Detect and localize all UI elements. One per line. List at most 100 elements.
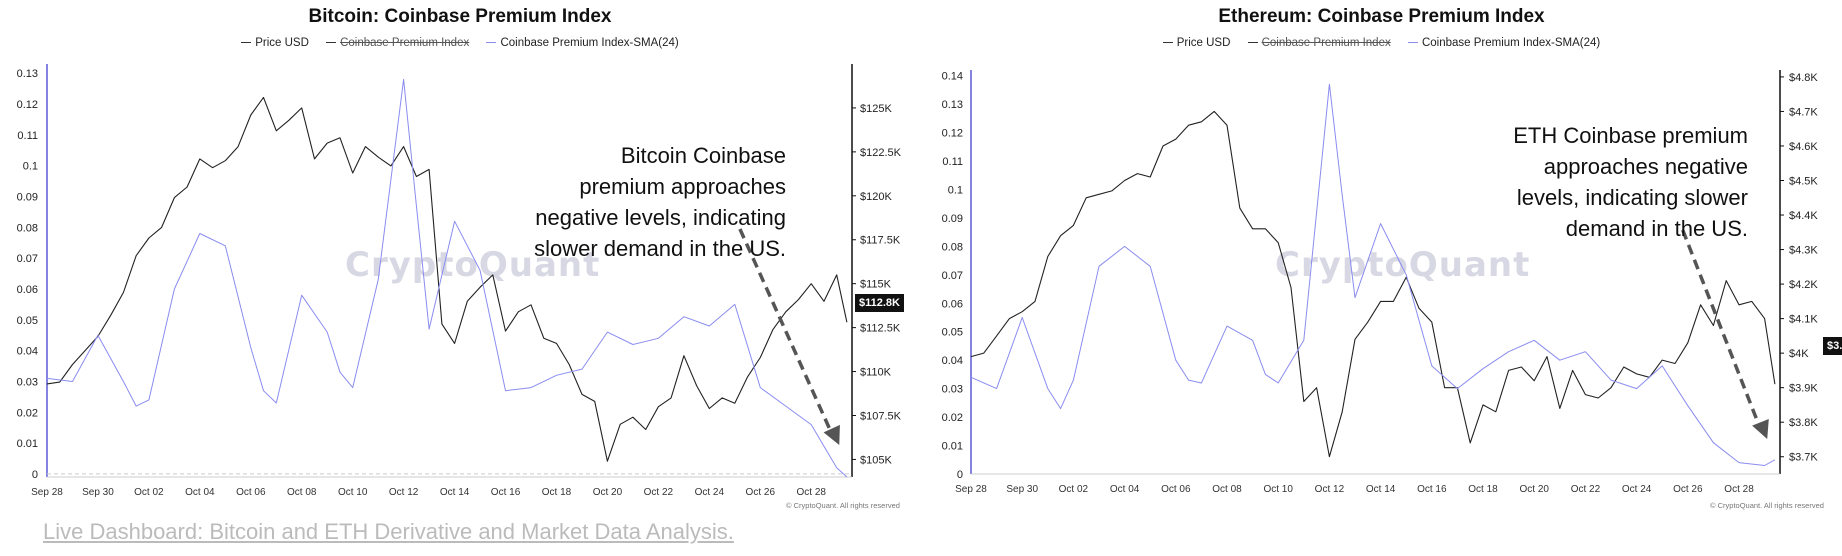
y-left-tick-label: 0.08 <box>17 222 38 234</box>
y-right-tick-label: $125K <box>860 103 892 115</box>
x-tick-label: Oct 12 <box>1315 484 1345 495</box>
y-left-tick-label: 0.04 <box>17 346 38 358</box>
x-tick-label: Oct 20 <box>1519 484 1549 495</box>
y-right-tick-label: $4.3K <box>1789 245 1818 257</box>
trend-arrow-line <box>1681 229 1763 432</box>
legend-label-sma: Coinbase Premium Index-SMA(24) <box>500 37 679 49</box>
x-tick-label: Oct 16 <box>1417 484 1447 495</box>
y-right-tick-label: $107.5K <box>860 410 902 422</box>
x-tick-label: Oct 02 <box>134 487 164 498</box>
x-tick-label: Oct 18 <box>1468 484 1498 495</box>
chart-title: Ethereum: Coinbase Premium Index <box>1218 6 1545 27</box>
x-tick-label: Oct 08 <box>1212 484 1242 495</box>
eth-chart-svg: 0 0.01 0.02 0.03 0.04 0.05 0.06 0.07 0.08 0.09 0.1… <box>942 70 1818 495</box>
btc-annotation: Bitcoin Coinbase premium approaches nega… <box>534 140 786 264</box>
eth-chart-panel: Ethereum: Coinbase Premium Index Price U… <box>921 0 1842 520</box>
copyright: © CryptoQuant. All rights reserved <box>1710 501 1824 510</box>
y-left-tick-label: 0.02 <box>17 407 38 419</box>
annotation-line: levels, indicating slower <box>1516 185 1748 210</box>
y-right-tick-label: $4K <box>1789 348 1809 360</box>
x-tick-label: Oct 10 <box>338 487 368 498</box>
y-left-tick-label: 0.13 <box>942 99 963 111</box>
price-usd-line <box>970 110 1776 458</box>
y-left-tick-label: 0.13 <box>17 68 38 80</box>
legend-item-price[interactable]: Price USD <box>241 37 309 49</box>
y-right-tick-label: $4.5K <box>1789 175 1818 187</box>
x-tick-label: Oct 22 <box>1571 484 1601 495</box>
y-left-tick-label: 0.01 <box>17 438 38 450</box>
y-left-tick-label: 0.14 <box>942 71 963 83</box>
btc-chart-svg: 0 0.01 0.02 0.03 0.04 0.05 0.06 0.07 0.08 0.09 0.1… <box>17 64 902 498</box>
x-tick-label: Sep 30 <box>1006 484 1038 495</box>
y-right-tick-label: $120K <box>860 191 892 203</box>
current-price-tag: $3.9K <box>1823 337 1842 355</box>
annotation-line: demand in the US. <box>1565 216 1748 241</box>
y-left-tick-label: 0.05 <box>17 315 38 327</box>
x-tick-label: Oct 14 <box>440 487 470 498</box>
y-left-tick-label: 0.11 <box>942 156 963 168</box>
y-right-tick-label: $4.7K <box>1789 106 1818 118</box>
y-left-tick-label: 0.04 <box>942 355 963 367</box>
x-tick-label: Oct 02 <box>1059 484 1089 495</box>
x-tick-label: Oct 12 <box>389 487 419 498</box>
y-right-tick-label: $3.8K <box>1789 417 1818 429</box>
chart-title: Bitcoin: Coinbase Premium Index <box>308 6 612 27</box>
x-tick-label: Oct 26 <box>1673 484 1703 495</box>
x-tick-label: Oct 16 <box>491 487 521 498</box>
premium-sma-line <box>970 83 1776 466</box>
current-price-tag: $112.8K <box>855 294 904 312</box>
y-right-tick-label: $110K <box>860 367 892 379</box>
y-left-tick-label: 0.12 <box>942 128 963 140</box>
price-usd-line <box>46 96 848 462</box>
watermark: CryptoQuant <box>345 245 601 285</box>
y-left-tick-label: 0.05 <box>942 327 963 339</box>
legend-swatch-sma <box>1407 42 1418 44</box>
legend-label-premium: Coinbase Premium Index <box>340 37 470 49</box>
legend-item-sma[interactable]: Coinbase Premium Index-SMA(24) <box>1407 37 1600 49</box>
y-left-tick-label: 0.07 <box>942 270 963 282</box>
trend-arrow-line <box>738 228 835 438</box>
y-left-tick-label: 0.08 <box>942 241 963 253</box>
copyright: © CryptoQuant. All rights reserved <box>786 501 900 510</box>
legend-item-premium[interactable]: Coinbase Premium Index <box>1247 37 1391 49</box>
x-tick-label: Oct 22 <box>644 487 674 498</box>
chart-legend: Price USD Coinbase Premium Index Coinbas… <box>921 37 1842 49</box>
y-left-tick-label: 0.03 <box>942 384 963 396</box>
y-right-tick-label: $115K <box>860 279 892 291</box>
legend-swatch-price <box>241 42 252 44</box>
x-tick-label: Oct 18 <box>542 487 572 498</box>
y-right-tick-label: $3.7K <box>1789 452 1818 464</box>
x-tick-label: Oct 08 <box>287 487 317 498</box>
x-tick-label: Oct 04 <box>185 487 215 498</box>
annotation-line: approaches negative <box>1543 154 1748 179</box>
legend-item-price[interactable]: Price USD <box>1162 37 1231 49</box>
y-left-tick-label: 0.11 <box>17 130 38 142</box>
legend-item-sma[interactable]: Coinbase Premium Index-SMA(24) <box>486 37 679 49</box>
y-right-tick-label: $4.4K <box>1789 210 1818 222</box>
btc-chart-panel: Bitcoin: Coinbase Premium Index Price US… <box>0 0 920 520</box>
y-left-tick-label: 0.01 <box>942 441 963 453</box>
x-tick-label: Oct 28 <box>1724 484 1754 495</box>
legend-label-price: Price USD <box>1176 37 1231 49</box>
dashboard-link[interactable]: Live Dashboard: Bitcoin and ETH Derivati… <box>43 519 734 544</box>
y-left-tick-label: 0.12 <box>17 99 38 111</box>
y-right-tick-label: $4.8K <box>1789 72 1818 84</box>
y-left-tick-label: 0.09 <box>17 192 38 204</box>
annotation-line: slower demand in the US. <box>534 236 786 261</box>
y-left-tick-label: 0.06 <box>17 284 38 296</box>
y-left-tick-label: 0.1 <box>23 161 38 173</box>
legend-label-premium: Coinbase Premium Index <box>1261 37 1391 49</box>
legend-item-premium[interactable]: Coinbase Premium Index <box>326 37 469 49</box>
x-tick-label: Oct 06 <box>1161 484 1191 495</box>
y-right-tick-label: $117.5K <box>860 235 901 247</box>
x-tick-label: Oct 04 <box>1110 484 1140 495</box>
x-tick-label: Oct 24 <box>1622 484 1652 495</box>
premium-sma-line <box>46 78 848 478</box>
y-right-tick-label: $4.6K <box>1789 141 1818 153</box>
chart-legend: Price USD Coinbase Premium Index Coinbas… <box>0 37 920 49</box>
y-left-tick-label: 0.06 <box>942 298 963 310</box>
annotation-line: negative levels, indicating <box>535 205 786 230</box>
x-tick-label: Oct 14 <box>1366 484 1396 495</box>
x-tick-label: Oct 28 <box>797 487 827 498</box>
legend-swatch-premium <box>1247 42 1258 44</box>
